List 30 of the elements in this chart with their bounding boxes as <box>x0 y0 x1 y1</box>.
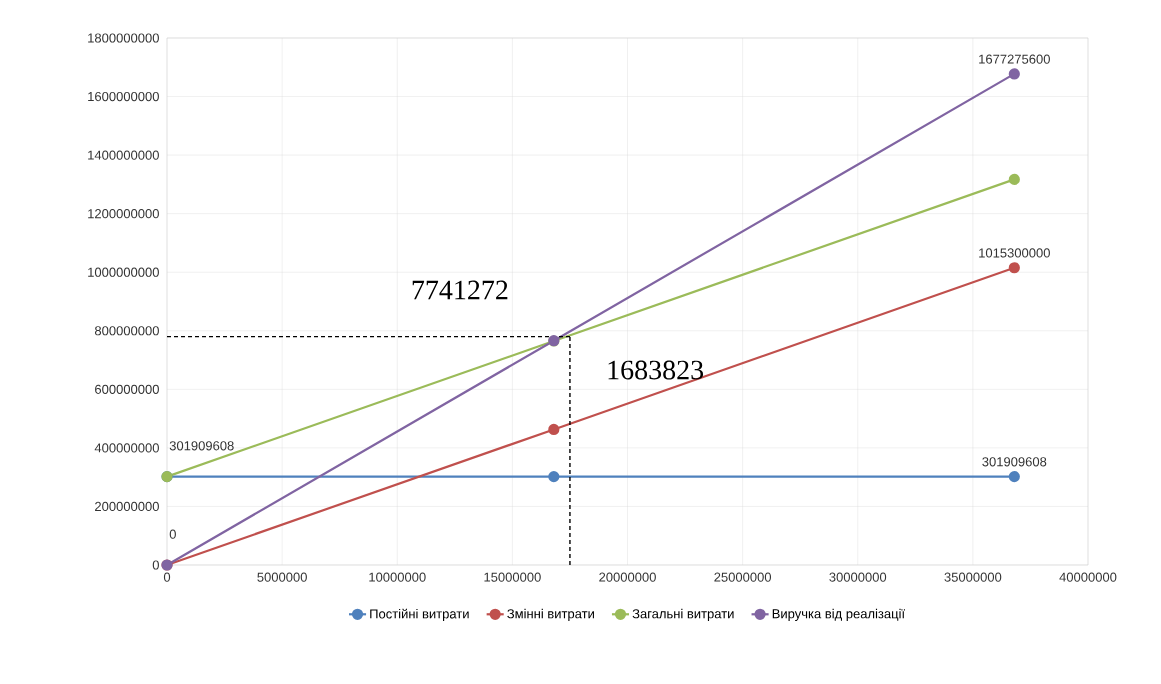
y-tick-label: 200000000 <box>95 501 159 512</box>
y-tick-label: 1600000000 <box>88 91 159 102</box>
x-tick-label: 0 <box>163 572 171 582</box>
y-tick-label: 0 <box>152 560 159 570</box>
x-tick-label: 15000000 <box>484 572 541 582</box>
y-tick-label: 1400000000 <box>88 150 159 160</box>
y-tick-label: 1800000000 <box>88 33 159 43</box>
x-tick-label: 20000000 <box>599 572 656 582</box>
x-tick-label: 10000000 <box>369 572 426 582</box>
y-tick-label: 1200000000 <box>88 209 159 219</box>
x-tick-label: 30000000 <box>829 572 887 582</box>
legend-label: Виручка від реалізації <box>772 608 905 621</box>
x-tick-label: 25000000 <box>714 572 772 582</box>
x-tick-label: 5000000 <box>257 572 307 582</box>
x-tick-label: 35000000 <box>944 572 1002 582</box>
annotation: 1683823 <box>608 360 704 380</box>
data-label: 1677275600 <box>979 54 1050 64</box>
legend-label: Загальні витрати <box>632 608 734 621</box>
legend-label: Змінні витрати <box>507 608 594 621</box>
y-tick-label: 800000000 <box>94 326 159 336</box>
data-label: 301909608 <box>169 441 234 451</box>
legend-label: Постійні витрати <box>370 608 469 622</box>
data-label: 0 <box>169 529 176 539</box>
y-tick-label: 600000000 <box>95 384 159 394</box>
data-label: 301909608 <box>982 457 1047 467</box>
x-tick-label: 40000000 <box>1059 572 1117 582</box>
annotation: 7741272 <box>412 280 508 300</box>
y-tick-label: 1000000000 <box>88 267 159 277</box>
data-label: 1015300000 <box>979 248 1050 258</box>
y-tick-label: 400000000 <box>94 443 159 453</box>
